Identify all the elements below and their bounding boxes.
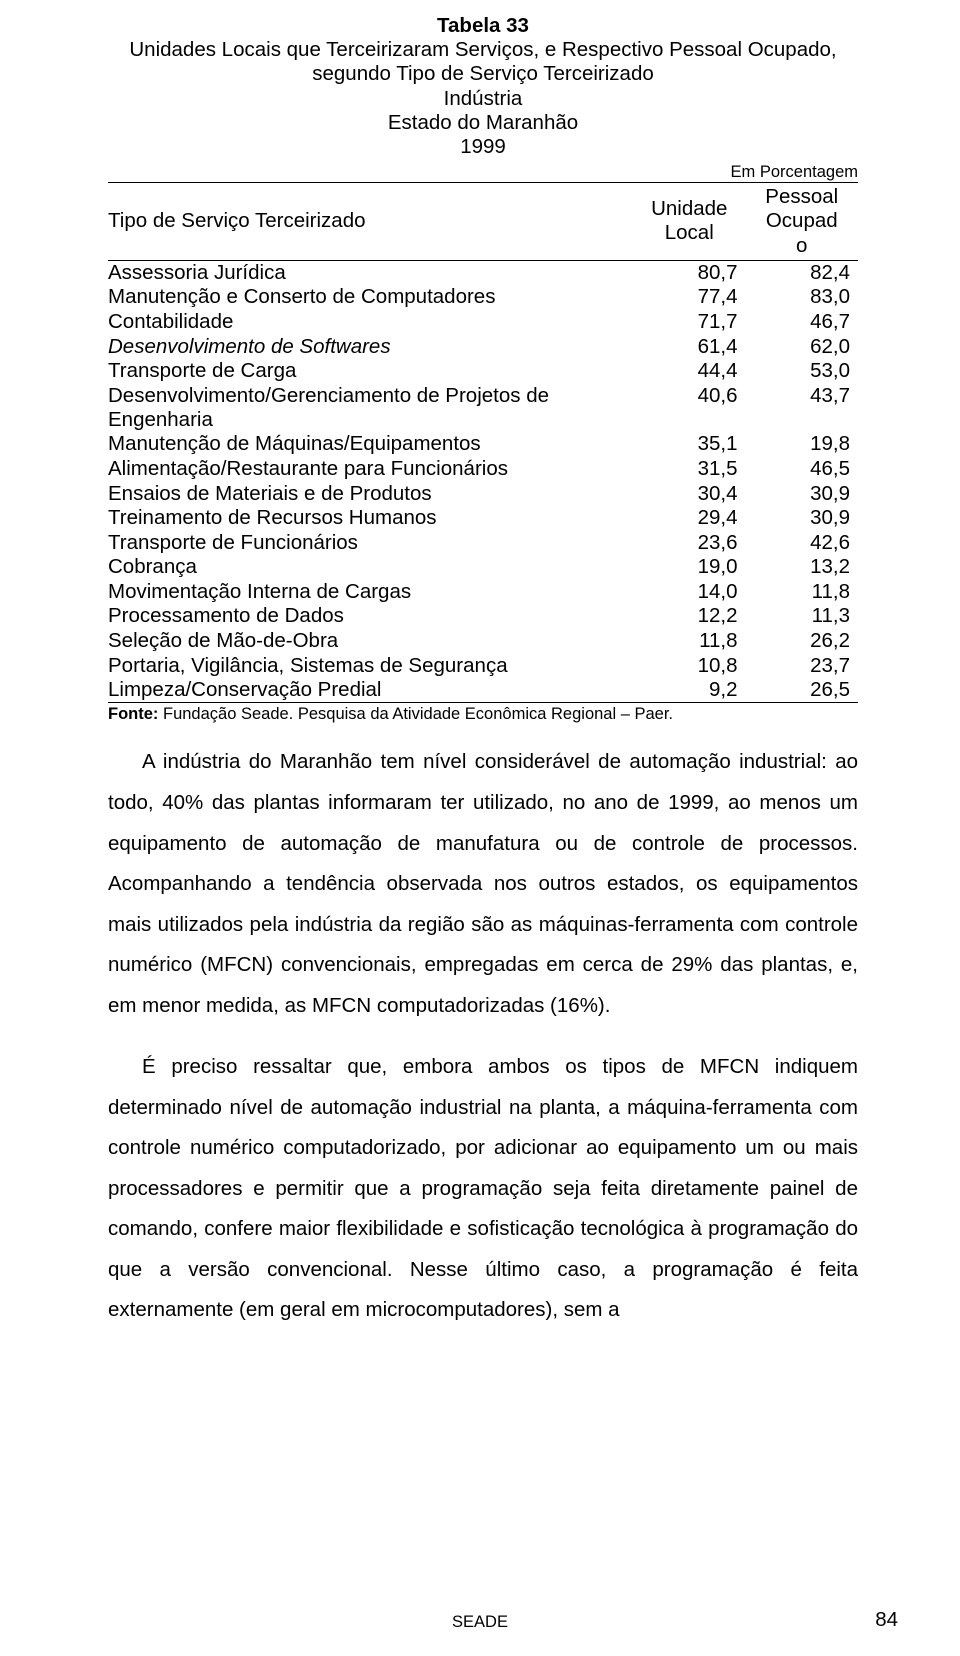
table-cell-label: Ensaios de Materiais e de Produtos (108, 481, 633, 506)
table-cell-unidade: 14,0 (633, 580, 746, 605)
table-header-label: Tipo de Serviço Terceirizado (108, 183, 633, 261)
table-row: Ensaios de Materiais e de Produtos30,430… (108, 481, 858, 506)
table-cell-pessoal: 46,5 (746, 457, 859, 482)
table-cell-pessoal: 42,6 (746, 531, 859, 556)
table-header-pessoal: Pessoal Ocupad o (746, 183, 859, 261)
table-caption: Tabela 33 Unidades Locais que Terceiriza… (108, 14, 858, 159)
table-row: Movimentação Interna de Cargas14,011,8 (108, 580, 858, 605)
table-cell-unidade: 80,7 (633, 260, 746, 285)
table-row: Manutenção de Máquinas/Equipamentos35,11… (108, 432, 858, 457)
document-page: Tabela 33 Unidades Locais que Terceiriza… (0, 0, 960, 1656)
table-cell-label: Transporte de Carga (108, 359, 633, 384)
table-cell-unidade: 77,4 (633, 285, 746, 310)
caption-line-5: Estado do Maranhão (388, 111, 578, 134)
table-cell-pessoal: 46,7 (746, 310, 859, 335)
fonte-label: Fonte: (108, 705, 158, 723)
caption-line-1: Tabela 33 (437, 14, 529, 37)
table-cell-label: Cobrança (108, 555, 633, 580)
caption-line-2: Unidades Locais que Terceirizaram Serviç… (129, 38, 836, 61)
table-row: Desenvolvimento de Softwares61,462,0 (108, 334, 858, 359)
table-cell-pessoal: 11,8 (746, 580, 859, 605)
th-unidade-l2: Local (665, 221, 714, 244)
table-cell-unidade: 11,8 (633, 629, 746, 654)
body-paragraph-1: A indústria do Maranhão tem nível consid… (108, 742, 858, 1026)
table-cell-unidade: 12,2 (633, 604, 746, 629)
table-cell-label: Limpeza/Conservação Predial (108, 678, 633, 703)
table-cell-pessoal: 26,5 (746, 678, 859, 703)
table-cell-label: Seleção de Mão-de-Obra (108, 629, 633, 654)
table-header-unidade: Unidade Local (633, 183, 746, 261)
table-row: Alimentação/Restaurante para Funcionário… (108, 457, 858, 482)
table-cell-unidade: 61,4 (633, 334, 746, 359)
table-cell-pessoal: 11,3 (746, 604, 859, 629)
table-cell-unidade: 10,8 (633, 653, 746, 678)
table-cell-label: Manutenção e Conserto de Computadores (108, 285, 633, 310)
th-pessoal-l2: Ocupad (766, 209, 838, 232)
table-body: Assessoria Jurídica80,782,4Manutenção e … (108, 260, 858, 703)
fonte-text: Fundação Seade. Pesquisa da Atividade Ec… (163, 705, 673, 723)
table-row: Cobrança19,013,2 (108, 555, 858, 580)
table-cell-label: Alimentação/Restaurante para Funcionário… (108, 457, 633, 482)
table-cell-unidade: 19,0 (633, 555, 746, 580)
table-cell-pessoal: 30,9 (746, 506, 859, 531)
table-cell-unidade: 23,6 (633, 531, 746, 556)
table-row: Treinamento de Recursos Humanos29,430,9 (108, 506, 858, 531)
table-cell-unidade: 44,4 (633, 359, 746, 384)
page-footer: SEADE 84 (0, 1613, 960, 1632)
table-cell-unidade: 31,5 (633, 457, 746, 482)
table-cell-unidade: 40,6 (633, 384, 746, 433)
table-row: Contabilidade71,746,7 (108, 310, 858, 335)
th-pessoal-l3: o (796, 234, 807, 257)
table-fonte: Fonte: Fundação Seade. Pesquisa da Ativi… (108, 705, 858, 724)
table-cell-unidade: 29,4 (633, 506, 746, 531)
table-cell-unidade: 9,2 (633, 678, 746, 703)
table-cell-pessoal: 53,0 (746, 359, 859, 384)
table-cell-label: Transporte de Funcionários (108, 531, 633, 556)
table-cell-label: Desenvolvimento de Softwares (108, 334, 633, 359)
footer-page-number: 84 (875, 1608, 898, 1632)
table-cell-label: Assessoria Jurídica (108, 260, 633, 285)
table-cell-label: Movimentação Interna de Cargas (108, 580, 633, 605)
table-cell-pessoal: 30,9 (746, 481, 859, 506)
table-head: Tipo de Serviço Terceirizado Unidade Loc… (108, 183, 858, 261)
table-cell-pessoal: 82,4 (746, 260, 859, 285)
table-cell-pessoal: 13,2 (746, 555, 859, 580)
th-pessoal-l1: Pessoal (765, 185, 838, 208)
caption-line-4: Indústria (444, 87, 523, 110)
table-cell-unidade: 71,7 (633, 310, 746, 335)
table-cell-label: Manutenção de Máquinas/Equipamentos (108, 432, 633, 457)
table-row: Seleção de Mão-de-Obra11,826,2 (108, 629, 858, 654)
table-row: Desenvolvimento/Gerenciamento de Projeto… (108, 384, 858, 433)
table-row: Assessoria Jurídica80,782,4 (108, 260, 858, 285)
data-table: Tipo de Serviço Terceirizado Unidade Loc… (108, 182, 858, 703)
caption-em-porcentagem: Em Porcentagem (108, 163, 858, 182)
table-cell-pessoal: 26,2 (746, 629, 859, 654)
table-cell-label: Portaria, Vigilância, Sistemas de Segura… (108, 653, 633, 678)
table-cell-unidade: 35,1 (633, 432, 746, 457)
table-row: Manutenção e Conserto de Computadores77,… (108, 285, 858, 310)
caption-line-3: segundo Tipo de Serviço Terceirizado (312, 62, 654, 85)
table-cell-label: Contabilidade (108, 310, 633, 335)
table-cell-pessoal: 83,0 (746, 285, 859, 310)
table-row: Transporte de Carga44,453,0 (108, 359, 858, 384)
table-cell-unidade: 30,4 (633, 481, 746, 506)
footer-center-text: SEADE (0, 1613, 960, 1632)
table-cell-label: Treinamento de Recursos Humanos (108, 506, 633, 531)
caption-line-6: 1999 (460, 135, 506, 158)
table-cell-pessoal: 19,8 (746, 432, 859, 457)
table-row: Portaria, Vigilância, Sistemas de Segura… (108, 653, 858, 678)
table-cell-pessoal: 62,0 (746, 334, 859, 359)
th-unidade-l1: Unidade (651, 197, 727, 220)
table-cell-label: Desenvolvimento/Gerenciamento de Projeto… (108, 384, 633, 433)
table-row: Transporte de Funcionários23,642,6 (108, 531, 858, 556)
table-row: Limpeza/Conservação Predial9,226,5 (108, 678, 858, 703)
table-row: Processamento de Dados12,211,3 (108, 604, 858, 629)
table-cell-pessoal: 43,7 (746, 384, 859, 433)
table-cell-label: Processamento de Dados (108, 604, 633, 629)
body-paragraph-2: É preciso ressaltar que, embora ambos os… (108, 1047, 858, 1331)
table-cell-pessoal: 23,7 (746, 653, 859, 678)
